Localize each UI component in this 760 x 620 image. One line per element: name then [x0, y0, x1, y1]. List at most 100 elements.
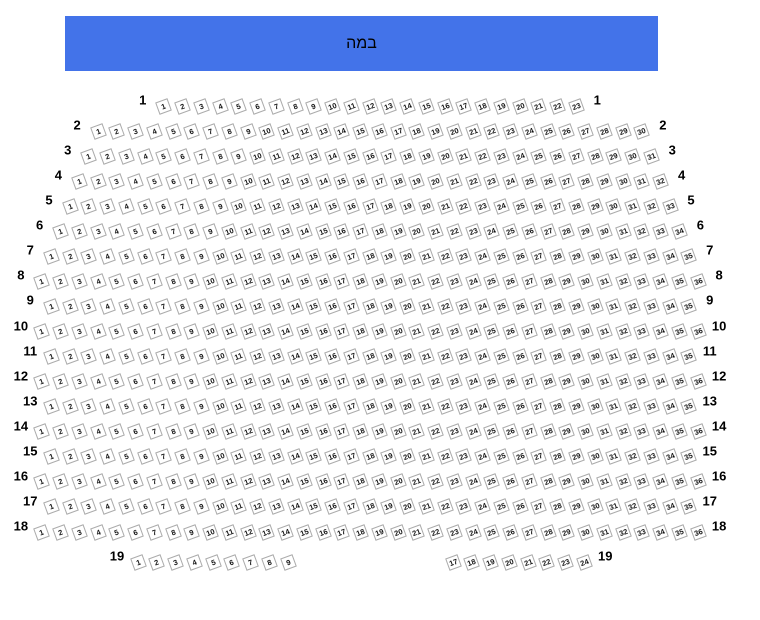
- seat-12-2[interactable]: 2: [52, 373, 69, 390]
- seat-7-29[interactable]: 29: [567, 248, 585, 265]
- seat-3-20[interactable]: 20: [436, 147, 454, 165]
- seat-18-1[interactable]: 1: [33, 523, 51, 541]
- seat-8-28[interactable]: 28: [539, 273, 557, 290]
- seat-1-13[interactable]: 13: [380, 97, 398, 115]
- seat-17-5[interactable]: 5: [117, 498, 135, 516]
- seat-2-8[interactable]: 8: [221, 122, 238, 140]
- seat-19-9[interactable]: 9: [279, 553, 297, 571]
- seat-6-24[interactable]: 24: [483, 222, 501, 240]
- seat-19-22[interactable]: 22: [538, 553, 556, 571]
- seat-7-28[interactable]: 28: [549, 248, 566, 265]
- seat-12-29[interactable]: 29: [558, 373, 576, 390]
- seat-14-17[interactable]: 17: [333, 423, 351, 441]
- seat-5-27[interactable]: 27: [549, 197, 566, 215]
- seat-14-15[interactable]: 15: [296, 423, 313, 441]
- seat-15-21[interactable]: 21: [417, 448, 435, 466]
- seat-9-1[interactable]: 1: [42, 298, 60, 315]
- seat-13-25[interactable]: 25: [492, 398, 510, 416]
- seat-17-31[interactable]: 31: [605, 498, 623, 516]
- seat-14-24[interactable]: 24: [464, 423, 482, 441]
- seat-16-7[interactable]: 7: [146, 473, 163, 491]
- seat-9-28[interactable]: 28: [549, 298, 566, 315]
- seat-12-14[interactable]: 14: [277, 373, 294, 390]
- seat-19-2[interactable]: 2: [148, 553, 166, 571]
- seat-1-3[interactable]: 3: [192, 97, 210, 115]
- seat-11-29[interactable]: 29: [567, 348, 585, 365]
- seat-15-3[interactable]: 3: [80, 448, 98, 466]
- seat-6-34[interactable]: 34: [671, 222, 688, 240]
- seat-15-26[interactable]: 26: [511, 448, 529, 466]
- seat-17-30[interactable]: 30: [586, 498, 604, 516]
- seat-15-17[interactable]: 17: [342, 448, 360, 466]
- seat-6-17[interactable]: 17: [352, 222, 369, 240]
- seat-10-27[interactable]: 27: [521, 323, 538, 340]
- seat-18-8[interactable]: 8: [164, 523, 182, 541]
- seat-4-22[interactable]: 22: [464, 172, 482, 190]
- seat-2-13[interactable]: 13: [314, 122, 332, 140]
- seat-1-8[interactable]: 8: [286, 97, 304, 115]
- seat-13-15[interactable]: 15: [305, 398, 323, 416]
- seat-8-6[interactable]: 6: [127, 273, 144, 290]
- seat-5-15[interactable]: 15: [324, 197, 341, 215]
- seat-10-13[interactable]: 13: [258, 323, 276, 340]
- seat-14-25[interactable]: 25: [483, 423, 501, 441]
- seat-10-7[interactable]: 7: [146, 323, 163, 340]
- seat-13-3[interactable]: 3: [80, 398, 98, 416]
- seat-11-24[interactable]: 24: [474, 348, 491, 365]
- seat-4-1[interactable]: 1: [71, 172, 88, 190]
- seat-8-2[interactable]: 2: [52, 273, 69, 290]
- seat-3-19[interactable]: 19: [417, 147, 435, 165]
- seat-10-15[interactable]: 15: [296, 323, 313, 340]
- seat-8-3[interactable]: 3: [71, 273, 88, 290]
- seat-14-28[interactable]: 28: [539, 423, 557, 441]
- seat-18-11[interactable]: 11: [221, 523, 238, 541]
- seat-18-16[interactable]: 16: [314, 523, 332, 541]
- seat-7-27[interactable]: 27: [530, 248, 548, 265]
- seat-5-20[interactable]: 20: [417, 197, 435, 215]
- seat-13-12[interactable]: 12: [249, 398, 266, 416]
- seat-19-19[interactable]: 19: [482, 553, 499, 571]
- seat-11-32[interactable]: 32: [624, 348, 641, 365]
- seat-12-12[interactable]: 12: [239, 373, 257, 390]
- seat-4-13[interactable]: 13: [296, 172, 313, 190]
- seat-6-8[interactable]: 8: [183, 222, 201, 240]
- seat-11-1[interactable]: 1: [42, 348, 60, 365]
- seat-6-5[interactable]: 5: [127, 222, 144, 240]
- seat-16-27[interactable]: 27: [521, 473, 538, 491]
- seat-5-31[interactable]: 31: [624, 197, 641, 215]
- seat-18-33[interactable]: 33: [633, 523, 651, 541]
- seat-11-31[interactable]: 31: [605, 348, 623, 365]
- seat-10-36[interactable]: 36: [689, 323, 707, 340]
- seat-13-32[interactable]: 32: [624, 398, 641, 416]
- seat-4-25[interactable]: 25: [521, 172, 538, 190]
- seat-2-4[interactable]: 4: [146, 122, 163, 140]
- seat-11-8[interactable]: 8: [174, 348, 191, 365]
- seat-9-11[interactable]: 11: [230, 298, 248, 315]
- seat-2-3[interactable]: 3: [127, 122, 144, 140]
- seat-4-9[interactable]: 9: [221, 172, 238, 190]
- seat-15-20[interactable]: 20: [399, 448, 416, 466]
- seat-8-11[interactable]: 11: [221, 273, 238, 290]
- seat-10-35[interactable]: 35: [671, 323, 688, 340]
- seat-16-11[interactable]: 11: [221, 473, 238, 491]
- seat-19-21[interactable]: 21: [519, 553, 537, 571]
- seat-4-2[interactable]: 2: [89, 172, 107, 190]
- seat-11-21[interactable]: 21: [417, 348, 435, 365]
- seat-1-9[interactable]: 9: [305, 97, 323, 115]
- seat-18-7[interactable]: 7: [146, 523, 163, 541]
- seat-9-27[interactable]: 27: [530, 298, 548, 315]
- seat-5-10[interactable]: 10: [230, 197, 248, 215]
- seat-18-27[interactable]: 27: [521, 523, 538, 541]
- seat-7-6[interactable]: 6: [136, 248, 154, 265]
- seat-7-19[interactable]: 19: [380, 248, 398, 265]
- seat-16-31[interactable]: 31: [596, 473, 613, 491]
- seat-1-10[interactable]: 10: [324, 97, 341, 115]
- seat-9-30[interactable]: 30: [586, 298, 604, 315]
- seat-2-17[interactable]: 17: [389, 122, 407, 140]
- seat-8-13[interactable]: 13: [258, 273, 276, 290]
- seat-8-29[interactable]: 29: [558, 273, 576, 290]
- seat-10-22[interactable]: 22: [427, 323, 444, 340]
- seat-7-32[interactable]: 32: [624, 248, 641, 265]
- seat-16-32[interactable]: 32: [614, 473, 632, 491]
- seat-16-4[interactable]: 4: [89, 473, 107, 491]
